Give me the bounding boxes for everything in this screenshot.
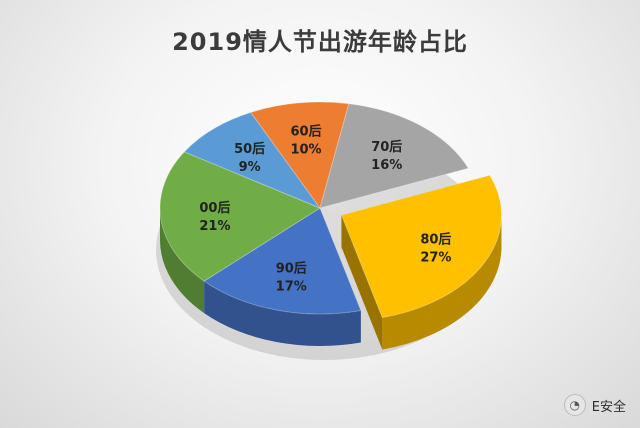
slice-side-00后 [160,208,205,314]
slice-side-90后 [204,281,361,346]
slice-value-60后: 10% [290,143,321,158]
slice-label-80后: 80后 [420,231,451,247]
slice-cut-face-80后-1 [341,215,383,350]
slice-side-80后 [382,215,502,350]
watermark: ◔ E安全 [563,394,626,416]
slice-label-70后: 70后 [371,139,402,155]
slice-00后 [159,151,322,282]
slice-value-50后: 9% [239,160,261,175]
slice-70后 [319,103,470,209]
slice-90后 [203,207,362,315]
slice-label-90后: 90后 [276,260,307,276]
slice-value-00后: 21% [199,219,230,234]
slice-value-70后: 16% [371,158,402,173]
slice-label-60后: 60后 [290,124,321,140]
slice-label-50后: 50后 [234,141,265,157]
slice-50后 [183,111,322,210]
slice-value-80后: 27% [420,250,451,265]
slice-value-90后: 17% [276,279,307,294]
slice-60后 [250,101,350,210]
watermark-text: E安全 [591,399,626,415]
chart-title: 2019情人节出游年龄占比 [172,28,468,56]
wechat-icon: ◔ [563,394,586,416]
slice-80后 [340,174,502,319]
slice-label-00后: 00后 [199,200,230,216]
